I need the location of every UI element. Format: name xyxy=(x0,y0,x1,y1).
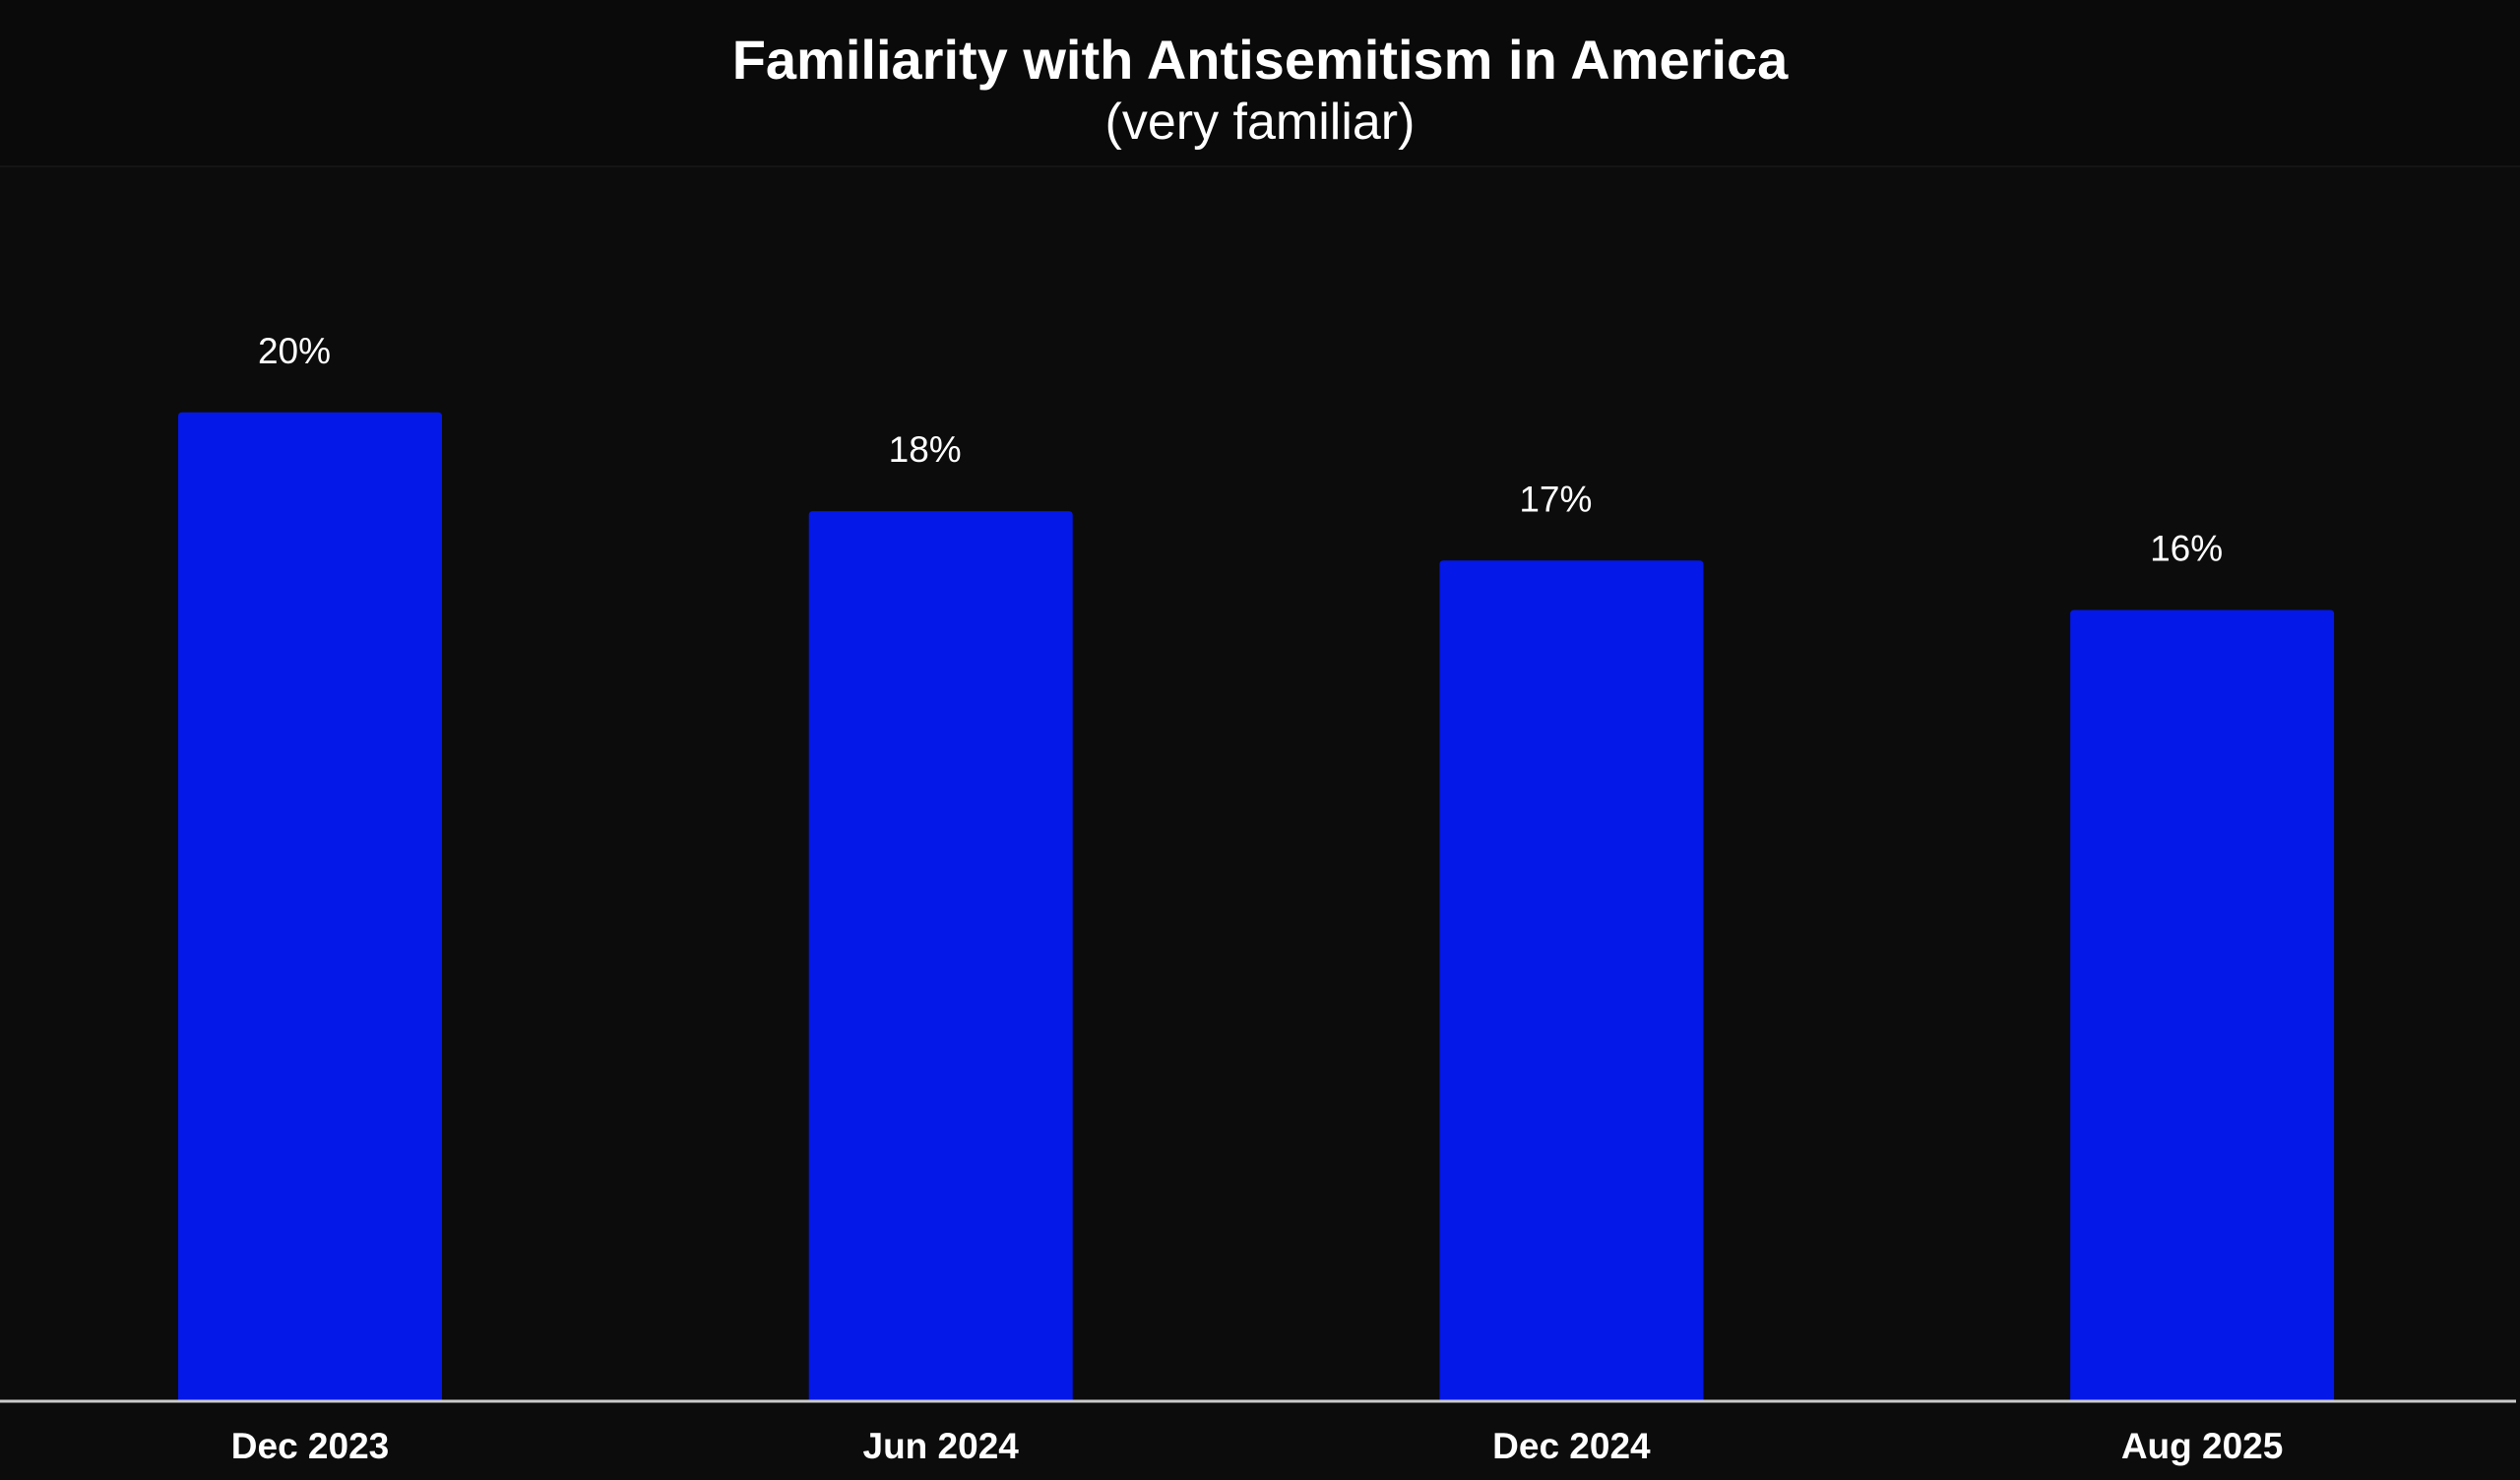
chart-header: Familiarity with Antisemitism in America… xyxy=(0,0,2520,167)
data-label: 18% xyxy=(889,429,962,470)
bar-2 xyxy=(1439,560,1704,1400)
x-tick-label: Aug 2025 xyxy=(2121,1426,2284,1466)
data-label: 16% xyxy=(2150,528,2223,568)
bar-0 xyxy=(178,412,442,1400)
data-label: 20% xyxy=(258,331,331,371)
chart-title: Familiarity with Antisemitism in America xyxy=(731,29,1789,91)
chart-subtitle: (very familiar) xyxy=(1104,94,1416,151)
data-label: 17% xyxy=(1519,479,1592,519)
x-tick-label: Dec 2023 xyxy=(231,1426,389,1466)
x-tick-label: Dec 2024 xyxy=(1492,1426,1651,1466)
bar-3 xyxy=(2070,610,2335,1400)
x-tick-label: Jun 2024 xyxy=(863,1426,1020,1466)
bar-1 xyxy=(808,511,1073,1400)
